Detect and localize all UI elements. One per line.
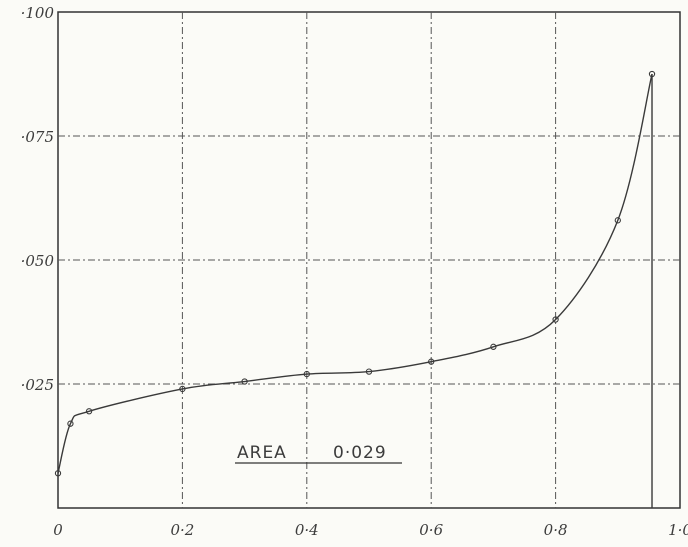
data-point — [648, 70, 656, 78]
grid-lines — [58, 12, 680, 508]
data-point — [428, 358, 435, 365]
tick-labels: 0 0·2 0·4 0·6 0·8 1·0 ·025 ·050 ·075 ·100 — [21, 4, 688, 539]
data-point — [85, 408, 93, 415]
area-value: 0·029 — [333, 443, 387, 463]
area-annotation: AREA 0·029 — [235, 443, 402, 464]
x-tick-label: 0·6 — [419, 521, 443, 539]
x-tick-label: 0·8 — [544, 521, 568, 539]
x-tick-label: 0·2 — [170, 521, 194, 539]
data-series — [54, 70, 656, 508]
data-point — [303, 370, 310, 378]
y-tick-label: ·050 — [21, 252, 55, 270]
y-tick-label: ·025 — [21, 376, 54, 394]
x-tick-label: 1·0 — [668, 521, 688, 539]
y-tick-label: ·100 — [21, 4, 55, 22]
data-point — [54, 470, 62, 477]
data-point — [67, 420, 74, 427]
area-label: AREA — [237, 443, 287, 463]
series-line — [57, 73, 653, 474]
data-point — [365, 368, 373, 375]
data-point — [241, 378, 248, 385]
x-tick-label: 0·4 — [295, 521, 319, 539]
y-tick-label: ·075 — [21, 128, 54, 146]
data-point — [614, 217, 621, 224]
x-tick-label: 0 — [53, 521, 63, 539]
data-point — [552, 316, 559, 323]
data-point — [490, 343, 497, 350]
data-point — [179, 385, 186, 393]
